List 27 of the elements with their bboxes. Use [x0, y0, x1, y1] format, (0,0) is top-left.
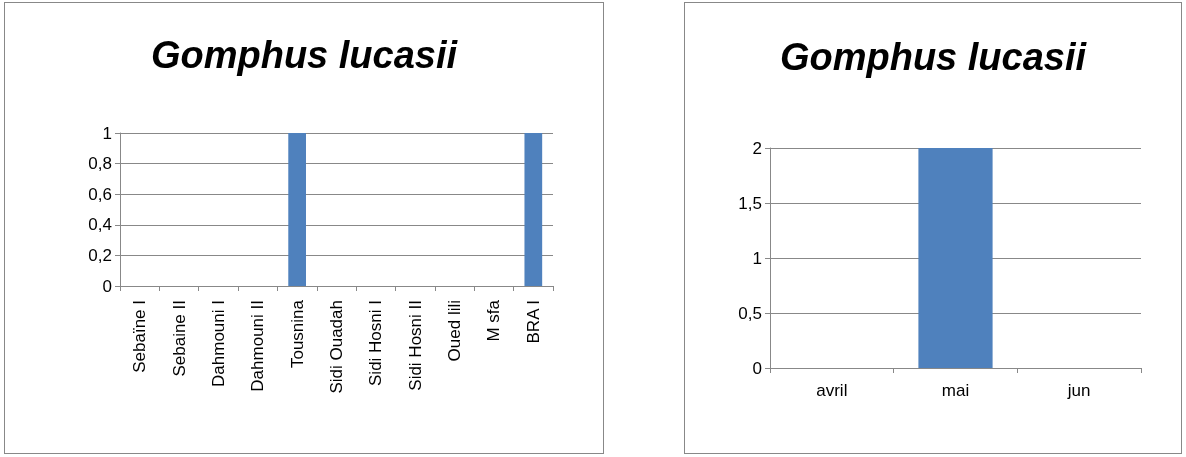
- x-tick-label: Sidi Ouadah: [327, 300, 346, 394]
- x-tick-label: Sidi Hosni II: [405, 300, 425, 391]
- x-tick-label: Sebaïne I: [130, 300, 150, 373]
- y-tick-label: 0: [102, 276, 112, 296]
- x-tick-label: Oued lili: [445, 300, 465, 362]
- y-tick-label: 0: [752, 358, 762, 378]
- chart-title: Gomphus lucasii: [150, 34, 459, 76]
- y-tick-label: 2: [752, 138, 762, 158]
- y-tick-label: 0,2: [88, 245, 112, 265]
- y-tick-label: 1,5: [738, 193, 762, 213]
- y-tick-label: 0,8: [88, 154, 112, 174]
- y-tick-label: 1: [102, 123, 112, 143]
- y-tick-label: 0,4: [88, 215, 112, 235]
- x-tick-label: mai: [941, 381, 970, 400]
- y-tick-label: 0,6: [88, 184, 112, 204]
- y-tick-label: 1: [752, 248, 762, 268]
- x-tick-label: Dahmouni II: [248, 300, 268, 392]
- x-tick-label: Sidi Hosni I: [366, 300, 386, 386]
- x-tick-label: Tousnina: [287, 299, 307, 369]
- x-tick-label: BRA I: [523, 300, 543, 344]
- y-tick-label: 0,5: [738, 303, 762, 323]
- x-tick-label: Dahmouni I: [208, 300, 228, 387]
- x-tick-label: Sebaine II: [169, 300, 189, 377]
- x-tick-label: avril: [816, 381, 848, 400]
- chart-title: Gomphus lucasii: [779, 36, 1088, 78]
- x-tick-label: jun: [1066, 381, 1091, 400]
- x-tick-label: M sfa: [484, 299, 504, 342]
